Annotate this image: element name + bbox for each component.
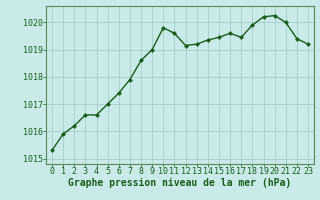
X-axis label: Graphe pression niveau de la mer (hPa): Graphe pression niveau de la mer (hPa) <box>68 178 292 188</box>
